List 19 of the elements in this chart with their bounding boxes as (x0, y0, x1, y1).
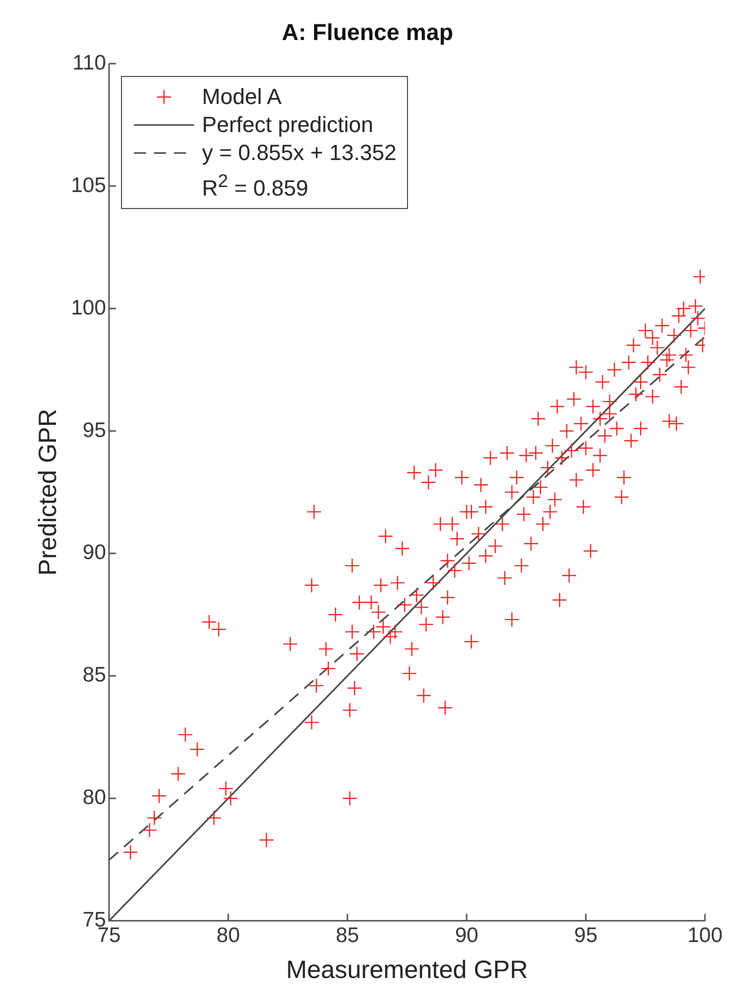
y-tick-label: 95 (82, 418, 106, 442)
x-tick-label: 80 (216, 924, 240, 948)
legend-label: Model A (202, 82, 282, 111)
x-axis-title: Measuremented GPR (286, 956, 528, 984)
x-tick-label: 100 (687, 924, 723, 948)
x-tick-label: 90 (454, 924, 478, 948)
chart-title: A: Fluence map (282, 19, 454, 46)
legend-label: y = 0.855x + 13.352 (202, 138, 397, 167)
y-tick-label: 105 (70, 174, 106, 197)
x-tick-label: 85 (336, 924, 360, 948)
x-tick-label: 95 (574, 924, 598, 948)
y-tick-label: 85 (82, 664, 106, 687)
y-tick-label: 100 (70, 296, 106, 320)
y-tick-label: 110 (72, 51, 106, 74)
annotation: R$^{2}$ = 0.859 (201, 168, 310, 202)
legend-label: Perfect prediction (202, 110, 374, 139)
y-tick-label: 90 (82, 541, 106, 564)
y-tick-label: 80 (82, 786, 106, 810)
y-axis-title: Predicted GPR (34, 408, 62, 576)
